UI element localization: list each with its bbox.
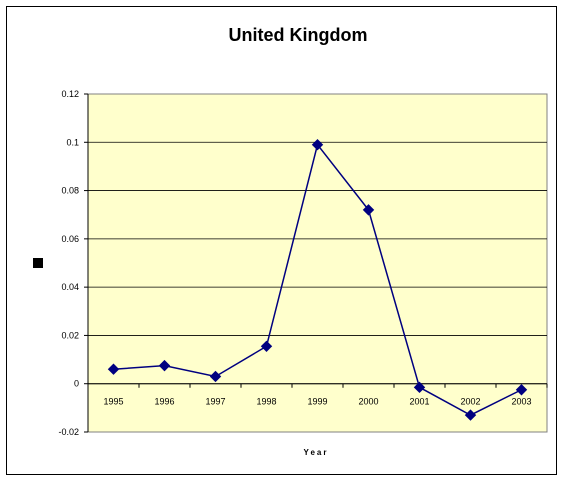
legend-marker: [33, 258, 43, 268]
chart-title: United Kingdom: [229, 25, 368, 45]
data-point-1997: [209, 370, 222, 383]
x-axis: 1995 1996 1997 1998 1999 2000 2001 2002 2003: [87, 383, 548, 407]
data-point-2002: [464, 409, 477, 421]
x-tick-label: 1999: [307, 397, 327, 407]
data-point-1999: [311, 138, 324, 151]
y-tick-label: 0.1: [66, 137, 79, 147]
x-tick-label: 1995: [103, 397, 123, 407]
series-markers: [107, 138, 528, 421]
y-tick-label: 0.08: [61, 186, 79, 196]
data-point-2001: [413, 381, 426, 394]
x-axis-title: Year: [304, 448, 329, 457]
data-point-1995: [107, 363, 120, 375]
x-tick-label: 1997: [205, 397, 225, 407]
x-tick-label: 1996: [154, 397, 174, 407]
y-tick-label: -0.02: [58, 427, 79, 437]
y-tick-label: 0.04: [61, 282, 79, 292]
data-point-1998: [260, 340, 273, 352]
y-tick-label: 0: [74, 379, 79, 389]
y-tick-label: 0.06: [61, 234, 79, 244]
data-point-1996: [158, 359, 171, 372]
y-tick-label: 0.12: [61, 89, 79, 99]
x-tick-label: 2002: [460, 397, 480, 407]
x-tick-label: 2003: [511, 397, 531, 407]
y-axis: 0.12 0.1 0.08 0.06 0.04 0.02 0 -0.02: [58, 89, 89, 437]
x-tick-label: 2000: [358, 397, 378, 407]
data-point-2003: [515, 384, 528, 396]
x-tick-label: 1998: [256, 397, 276, 407]
x-tick-label: 2001: [409, 397, 429, 407]
data-point-2000: [362, 204, 375, 216]
y-tick-label: 0.02: [61, 330, 79, 340]
